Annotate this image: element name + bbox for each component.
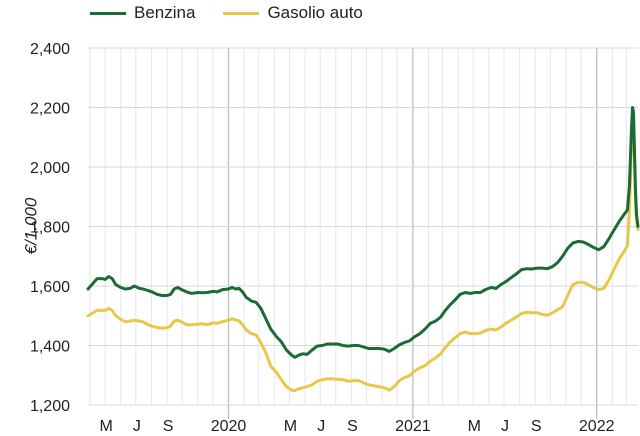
legend-label-benzina: Benzina (134, 3, 196, 22)
series-line-gasolio (86, 114, 640, 393)
legend-item-gasolio: Gasolio auto (223, 3, 363, 23)
x-tick-label: 2022 (579, 418, 615, 435)
x-tick-label: S (531, 418, 542, 435)
legend-item-benzina: Benzina (90, 3, 195, 23)
x-tick-label: M (468, 418, 481, 435)
x-tick-label: M (99, 418, 112, 435)
x-tick-label: 2021 (395, 418, 431, 435)
x-tick-label: 2020 (211, 418, 247, 435)
legend: Benzina Gasolio auto (90, 3, 391, 23)
series-line-benzina (86, 106, 640, 359)
x-tick-label: J (317, 418, 325, 435)
x-tick-label: S (163, 418, 174, 435)
y-tick-label: 1,200 (30, 398, 70, 415)
legend-label-gasolio: Gasolio auto (267, 3, 363, 22)
x-tick-label: S (347, 418, 358, 435)
x-tick-label: M (284, 418, 297, 435)
y-tick-label: 1,800 (30, 220, 70, 237)
y-tick-label: 2,000 (30, 160, 70, 177)
legend-swatch-benzina (90, 11, 126, 15)
y-tick-label: 1,600 (30, 279, 70, 296)
y-tick-label: 2,400 (30, 41, 70, 58)
y-tick-label: 1,400 (30, 339, 70, 356)
legend-swatch-gasolio (223, 11, 260, 15)
x-tick-label: J (133, 418, 141, 435)
y-tick-label: 2,200 (30, 101, 70, 118)
x-tick-label: J (501, 418, 509, 435)
